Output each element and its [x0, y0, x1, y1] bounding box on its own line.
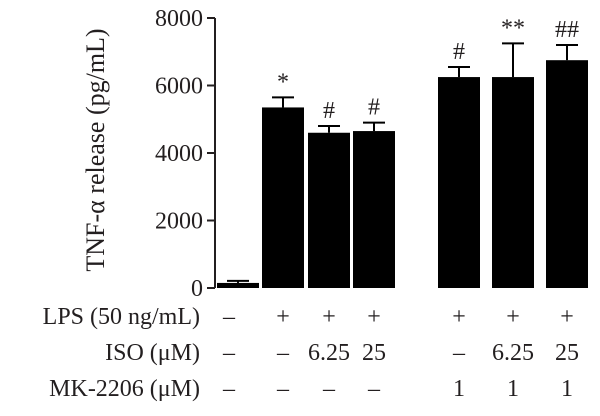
condition-value: –	[222, 304, 236, 330]
condition-value: +	[276, 304, 290, 330]
condition-value: –	[222, 340, 236, 366]
bar	[492, 77, 534, 288]
condition-value: +	[560, 304, 574, 330]
condition-value: 6.25	[308, 340, 350, 366]
error-bars	[227, 42, 578, 283]
condition-value: +	[506, 304, 520, 330]
significance-label: **	[501, 15, 525, 41]
bar	[217, 282, 259, 288]
condition-value: –	[322, 376, 336, 402]
condition-value: –	[222, 376, 236, 402]
condition-value: 1	[453, 376, 465, 402]
significance-label: #	[323, 98, 335, 124]
y-tick-label: 6000	[155, 74, 203, 100]
condition-value: –	[367, 376, 381, 402]
condition-value: 25	[555, 340, 579, 366]
condition-row-label: LPS (50 ng/mL)	[43, 304, 200, 330]
condition-row-label: MK-2206 (μM)	[49, 376, 200, 402]
bar	[546, 60, 588, 288]
condition-value: 6.25	[492, 340, 534, 366]
bar	[308, 132, 350, 288]
bar	[262, 107, 304, 288]
condition-value: 1	[561, 376, 573, 402]
bar	[438, 77, 480, 288]
condition-value: 1	[507, 376, 519, 402]
significance-labels: *# ##** ##	[277, 15, 579, 124]
y-tick-label: 8000	[155, 6, 203, 32]
condition-value: –	[276, 340, 290, 366]
significance-label: *	[277, 69, 289, 95]
y-axis-label: TNF-α release (pg/mL)	[81, 28, 110, 271]
significance-label: #	[368, 95, 380, 121]
condition-value: +	[367, 304, 381, 330]
y-tick-label: 0	[191, 276, 203, 302]
condition-value: +	[322, 304, 336, 330]
condition-value: 25	[362, 340, 386, 366]
condition-value: –	[276, 376, 290, 402]
condition-value: –	[452, 340, 466, 366]
significance-label: ##	[555, 17, 579, 43]
bars	[217, 60, 588, 288]
condition-table: LPS (50 ng/mL) – + + + + + +ISO (μM) – –6.25 25–6.…	[43, 304, 579, 402]
condition-row-label: ISO (μM)	[105, 340, 200, 366]
bar	[353, 131, 395, 288]
condition-value: +	[452, 304, 466, 330]
significance-label: #	[453, 39, 465, 65]
y-tick-label: 2000	[155, 209, 203, 235]
y-tick-label: 4000	[155, 141, 203, 167]
y-axis: 0 2000 4000 6000 8000	[155, 6, 216, 302]
